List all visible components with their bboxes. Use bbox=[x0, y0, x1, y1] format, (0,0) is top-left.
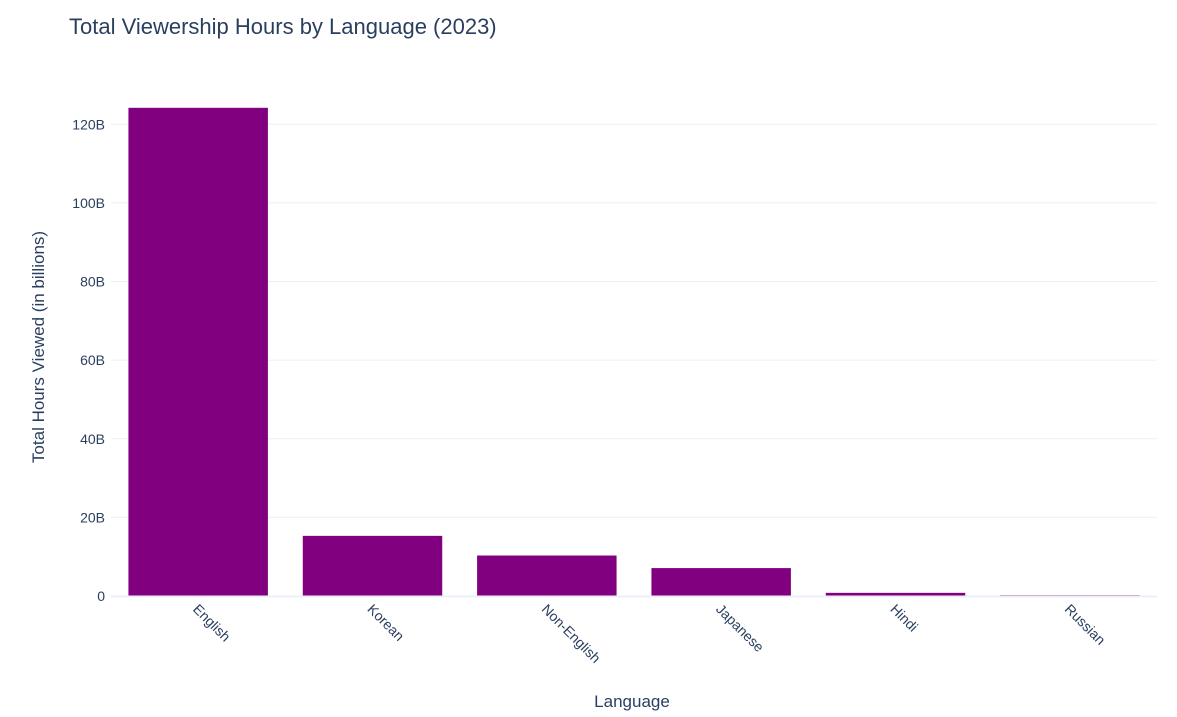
y-tick-label: 40B bbox=[80, 431, 105, 447]
x-tick-label: Korean bbox=[364, 601, 407, 644]
x-tick-label: Non-English bbox=[539, 601, 604, 666]
x-tick-label: English bbox=[190, 601, 234, 645]
y-axis-label: Total Hours Viewed (in billions) bbox=[29, 231, 48, 463]
bar-hindi[interactable] bbox=[825, 592, 966, 596]
bar-korean[interactable] bbox=[302, 535, 443, 596]
bars bbox=[128, 107, 1140, 596]
chart-title: Total Viewership Hours by Language (2023… bbox=[69, 14, 497, 39]
x-tick-label: Hindi bbox=[887, 601, 921, 635]
x-tick-label: Japanese bbox=[713, 601, 767, 655]
bar-japanese[interactable] bbox=[651, 568, 791, 596]
x-tick-label: Russian bbox=[1062, 601, 1109, 648]
x-axis-label: Language bbox=[594, 692, 670, 711]
y-tick-label: 0 bbox=[97, 588, 105, 604]
bar-english[interactable] bbox=[128, 107, 268, 596]
y-tick-label: 60B bbox=[80, 352, 105, 368]
bar-non-english[interactable] bbox=[477, 555, 617, 596]
y-tick-labels: 0 20B 40B 60B 80B 100B 120B bbox=[72, 116, 105, 604]
y-tick-label: 80B bbox=[80, 274, 105, 290]
x-tick-labels: English Korean Non-English Japanese Hindi Rus… bbox=[190, 601, 1109, 666]
gridlines bbox=[111, 123, 1157, 518]
y-tick-label: 120B bbox=[72, 116, 105, 132]
y-tick-label: 100B bbox=[72, 195, 105, 211]
y-tick-label: 20B bbox=[80, 509, 105, 525]
